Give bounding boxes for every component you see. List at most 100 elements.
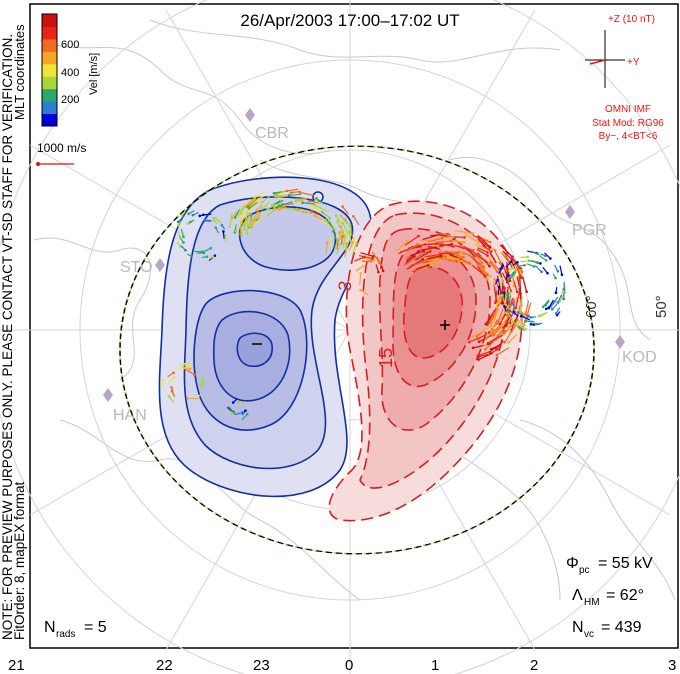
- velocity-vector: [472, 343, 491, 349]
- velocity-vector: [279, 201, 293, 207]
- velocity-vector: [499, 244, 513, 258]
- stat-phi-value: = 55 kV: [598, 555, 653, 572]
- velocity-vector: [506, 297, 515, 316]
- velocity-vector-dot: [506, 294, 509, 298]
- colorbar-segment: [42, 51, 57, 65]
- velocity-vector: [336, 243, 342, 254]
- velocity-vector-dot: [495, 305, 499, 309]
- velocity-vector-dot: [352, 238, 355, 241]
- velocity-vector: [519, 275, 522, 294]
- positive-cell: [328, 200, 523, 522]
- station-marker-cbr: [245, 108, 255, 122]
- velocity-vector: [486, 309, 496, 326]
- velocity-vector-dot: [507, 326, 510, 330]
- preview-note: NOTE: FOR PREVIEW PURPOSES ONLY. PLEASE …: [0, 34, 15, 640]
- velocity-vector-dot: [272, 191, 276, 195]
- velocity-vector: [507, 295, 511, 306]
- scale-label: 1000 m/s: [37, 141, 86, 155]
- velocity-vector: [522, 276, 528, 292]
- velocity-vector-dot: [244, 409, 247, 412]
- velocity-vector-dot: [436, 261, 440, 264]
- velocity-vector-dot: [341, 221, 345, 225]
- velocity-vector: [317, 210, 330, 219]
- velocity-vector: [461, 251, 475, 259]
- velocity-vector: [203, 247, 212, 253]
- velocity-vector-dot: [510, 302, 514, 305]
- velocity-vector: [240, 204, 247, 214]
- velocity-vector: [424, 253, 443, 258]
- mlt-tick-1: 1: [431, 657, 439, 674]
- velocity-vector-dot: [486, 251, 489, 254]
- velocity-vector-dot: [524, 320, 527, 323]
- velocity-vector-dot: [237, 401, 241, 405]
- velocity-vector-dot: [554, 312, 558, 315]
- velocity-vectors: [160, 188, 567, 421]
- velocity-vector: [299, 191, 314, 196]
- velocity-vector-dot: [440, 236, 444, 240]
- velocity-vector-dot: [260, 207, 263, 211]
- velocity-vector: [240, 220, 243, 235]
- velocity-vector: [484, 341, 494, 350]
- velocity-vector-dot: [499, 318, 503, 322]
- velocity-vector-dot: [544, 254, 547, 258]
- velocity-vector-dot: [352, 214, 355, 218]
- velocity-vector: [302, 202, 315, 205]
- velocity-vector-dot: [449, 239, 453, 243]
- velocity-vector-dot: [516, 260, 519, 264]
- velocity-vector: [314, 204, 328, 212]
- contour-label-3: 3: [334, 279, 355, 292]
- velocity-vector-dot: [379, 263, 383, 266]
- stat-nrads-sub: rads: [56, 629, 75, 640]
- velocity-vector-dot: [519, 314, 523, 318]
- velocity-vector: [493, 249, 503, 266]
- velocity-vector-dot: [500, 267, 503, 270]
- velocity-vector-dot: [554, 291, 558, 295]
- velocity-vector-dot: [344, 217, 347, 221]
- velocity-vector: [287, 188, 299, 192]
- colorbar-label: Vel [m/s]: [88, 53, 100, 95]
- velocity-vector: [201, 373, 204, 385]
- velocity-vector: [246, 212, 251, 220]
- velocity-vector-dot: [439, 254, 443, 258]
- velocity-vector-dot: [371, 255, 375, 258]
- velocity-vector-dot: [199, 385, 203, 389]
- velocity-vector-dot: [310, 205, 314, 208]
- velocity-vector-dot: [461, 240, 465, 244]
- velocity-vector: [477, 350, 492, 357]
- station-label-cbr: CBR: [255, 125, 289, 142]
- velocity-vector: [396, 240, 408, 252]
- velocity-vector-dot: [541, 305, 545, 309]
- velocity-vector: [419, 249, 431, 256]
- imf-source: OMNI IMF: [605, 104, 651, 115]
- stat-lambda-value: = 62°: [606, 587, 644, 604]
- velocity-vector-dot: [498, 322, 502, 326]
- velocity-vector-dot: [285, 189, 289, 193]
- velocity-vector-dot: [554, 276, 557, 280]
- velocity-vector: [478, 352, 494, 361]
- velocity-vector-dot: [508, 279, 512, 283]
- station-marker-pgr: [565, 205, 575, 219]
- velocity-vector: [454, 244, 469, 251]
- colorbar-segment: [42, 76, 57, 90]
- velocity-vector: [274, 190, 286, 197]
- velocity-vector: [502, 250, 513, 260]
- velocity-vector: [516, 310, 527, 326]
- velocity-vector: [489, 260, 501, 272]
- velocity-vector-dot: [246, 232, 249, 235]
- velocity-vector-dot: [562, 297, 565, 301]
- velocity-vector-dot: [504, 324, 508, 328]
- velocity-vector: [405, 255, 415, 264]
- velocity-vector: [228, 406, 235, 414]
- velocity-vector: [414, 250, 431, 261]
- velocity-vector: [319, 218, 327, 226]
- velocity-vector-dot: [512, 284, 516, 288]
- mlt-axis: 21 22 23 0 1 2 3: [8, 657, 676, 674]
- velocity-vector-dot: [536, 261, 539, 265]
- velocity-vector-dot: [489, 347, 493, 351]
- neg-cell-5: [236, 332, 273, 368]
- velocity-vector-dot: [266, 207, 269, 211]
- velocity-vector: [423, 261, 435, 265]
- mlt-tick-3: 3: [668, 657, 676, 674]
- velocity-vector-dot: [434, 246, 437, 249]
